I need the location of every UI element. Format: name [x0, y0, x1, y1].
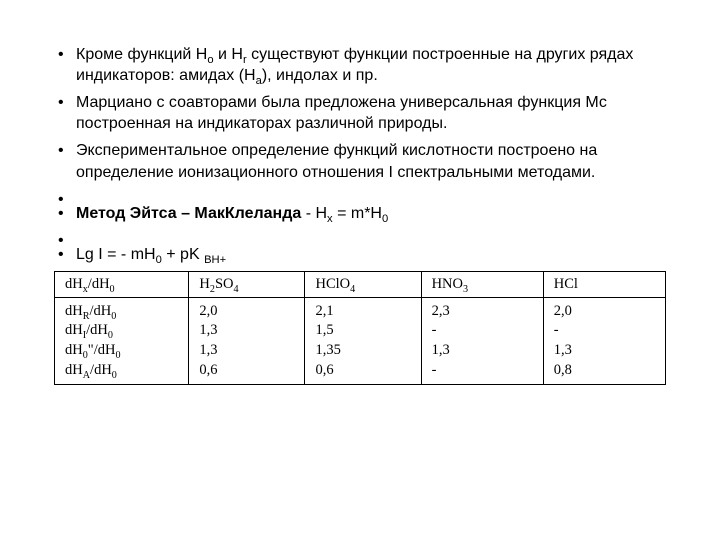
text: /dH [88, 276, 110, 292]
row-labels-cell: dHR/dH0 dHI/dH0 dH0"/dH0 dHA/dH0 [55, 297, 189, 384]
col-header-ratio: dHx/dH0 [55, 271, 189, 297]
subscript: BH+ [204, 254, 226, 266]
bullet-5: Lg I = - mH0 + pK BH+ [54, 244, 666, 265]
subscript: A [83, 369, 90, 380]
value: - [432, 361, 533, 381]
value: - [554, 321, 655, 341]
bullet-1: Кроме функций Ho и Hr существуют функции… [54, 44, 666, 86]
col-header-hclo4: HClO4 [305, 271, 421, 297]
spacer [54, 189, 666, 203]
col-header-hno3: HNO3 [421, 271, 543, 297]
value: 0,8 [554, 361, 655, 381]
subscript: 3 [463, 284, 468, 295]
bullet-4: Метод Эйтса – МакКлеланда - Hx = m*H0 [54, 203, 666, 224]
text: Марциано с соавторами была предложена ун… [76, 94, 607, 132]
value: 1,3 [432, 341, 533, 361]
subscript: 4 [350, 284, 355, 295]
text: Экспериментальное определение функций ки… [76, 142, 597, 180]
text: - H [301, 205, 327, 222]
text: HNO [432, 276, 463, 292]
text: HClO [315, 276, 350, 292]
text: /dH [90, 303, 112, 319]
spacer [54, 230, 666, 244]
text: /dH [86, 322, 108, 338]
subscript: 0 [110, 284, 115, 295]
text: dH [65, 276, 83, 292]
bullet-list: Кроме функций Ho и Hr существуют функции… [54, 44, 666, 265]
bullet-2: Марциано с соавторами была предложена ун… [54, 92, 666, 134]
cell-hclo4: 2,1 1,5 1,35 0,6 [305, 297, 421, 384]
value: - [432, 321, 533, 341]
text: dH [65, 362, 83, 378]
value: 1,3 [554, 341, 655, 361]
cell-hcl: 2,0 - 1,3 0,8 [543, 297, 665, 384]
text: /dH [90, 362, 112, 378]
value: 2,0 [554, 302, 655, 322]
text: и H [214, 46, 243, 63]
text: dH [65, 303, 83, 319]
value: 0,6 [199, 361, 294, 381]
label-line: dHI/dH0 [65, 321, 178, 341]
value: 1,3 [199, 341, 294, 361]
subscript: 0 [112, 369, 117, 380]
text: SO [215, 276, 234, 292]
text: dH [65, 322, 83, 338]
value: 0,6 [315, 361, 410, 381]
table-header-row: dHx/dH0 H2SO4 HClO4 HNO3 HCl [55, 271, 666, 297]
value: 1,35 [315, 341, 410, 361]
label-line: dHR/dH0 [65, 302, 178, 322]
subscript: 0 [108, 330, 113, 341]
slide: Кроме функций Ho и Hr существуют функции… [0, 0, 720, 540]
subscript: 4 [234, 284, 239, 295]
text: = m*H [333, 205, 382, 222]
subscript: 0 [382, 213, 388, 225]
value: 2,0 [199, 302, 294, 322]
subscript: 0 [111, 311, 116, 322]
value: 1,5 [315, 321, 410, 341]
text: Lg I = - mH [76, 246, 156, 263]
cell-h2so4: 2,0 1,3 1,3 0,6 [189, 297, 305, 384]
label-line: dHA/dH0 [65, 361, 178, 381]
col-header-h2so4: H2SO4 [189, 271, 305, 297]
text: dH [65, 342, 83, 358]
label-line: dH0"/dH0 [65, 341, 178, 361]
text: "/dH [88, 342, 116, 358]
method-name: Метод Эйтса – МакКлеланда [76, 205, 301, 222]
bullet-3: Экспериментальное определение функций ки… [54, 140, 666, 182]
text: H [199, 276, 209, 292]
text: ), индолах и пр. [262, 67, 378, 84]
text: Кроме функций H [76, 46, 207, 63]
value: 2,1 [315, 302, 410, 322]
table-row: dHR/dH0 dHI/dH0 dH0"/dH0 dHA/dH0 2,0 1,3… [55, 297, 666, 384]
subscript: 0 [115, 350, 120, 361]
col-header-hcl: HCl [543, 271, 665, 297]
value: 1,3 [199, 321, 294, 341]
cell-hno3: 2,3 - 1,3 - [421, 297, 543, 384]
value: 2,3 [432, 302, 533, 322]
text: HCl [554, 276, 578, 292]
subscript: R [83, 311, 90, 322]
acidity-table: dHx/dH0 H2SO4 HClO4 HNO3 HCl dHR/dH [54, 271, 666, 385]
text: + pK [162, 246, 204, 263]
